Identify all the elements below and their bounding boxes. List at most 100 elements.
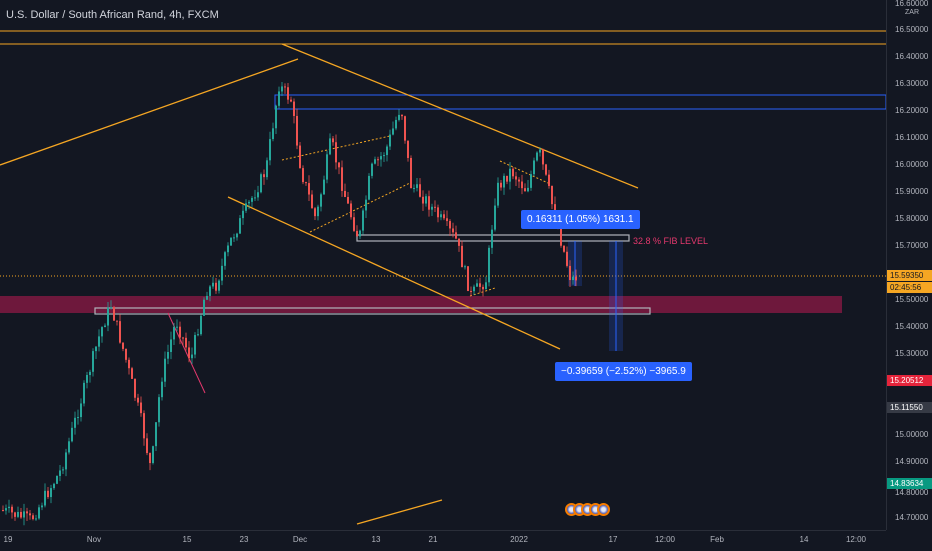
time-tick: Feb <box>710 535 724 544</box>
candle-body <box>524 188 526 192</box>
candle-body <box>92 351 94 372</box>
candle-body <box>446 218 448 222</box>
time-tick: 21 <box>428 535 438 544</box>
candle-body <box>398 114 400 120</box>
candle-body <box>380 156 382 160</box>
time-tick: 13 <box>371 535 381 544</box>
candle-body <box>206 295 208 300</box>
candle-body <box>257 192 259 198</box>
trendline <box>356 499 443 525</box>
candle-body <box>56 475 58 484</box>
candle-body <box>116 320 118 322</box>
candle-body <box>200 315 202 335</box>
candle-body <box>431 206 433 210</box>
candle-body <box>131 368 133 379</box>
candle-body <box>440 214 442 218</box>
candle-body <box>551 185 553 205</box>
candle-body <box>326 154 328 180</box>
candle-body <box>53 483 55 489</box>
chart-area[interactable]: U.S. Dollar / South African Rand, 4h, FX… <box>0 0 887 530</box>
price-axis[interactable]: ZAR 16.60000 16.50000 16.40000 16.30000 … <box>886 0 932 530</box>
price-tick: 14.80000 <box>895 488 929 497</box>
candle-body <box>164 358 166 382</box>
candle-body <box>14 512 16 517</box>
candle-body <box>197 334 199 336</box>
candle-body <box>287 87 289 100</box>
candle-body <box>263 174 265 178</box>
candle-body <box>170 339 172 352</box>
candle-body <box>89 371 91 376</box>
candle-body <box>386 146 388 156</box>
candle-body <box>83 382 85 404</box>
candle-body <box>281 86 283 92</box>
candle-body <box>305 182 307 184</box>
candle-body <box>374 159 376 164</box>
time-axis[interactable]: 19 Nov 15 23 Dec 13 21 2022 17 12:00 Feb… <box>0 530 886 551</box>
candle-body <box>101 327 103 337</box>
candle-body <box>284 86 286 88</box>
candle-body <box>77 417 79 419</box>
candle-body <box>50 488 52 498</box>
time-tick: 19 <box>3 535 13 544</box>
candle-body <box>293 101 295 116</box>
candle-body <box>344 190 346 197</box>
candle-body <box>488 247 490 283</box>
price-tick: 15.70000 <box>895 241 929 250</box>
candle-body <box>269 139 271 161</box>
candle-body <box>260 174 262 193</box>
candle-body <box>509 168 511 182</box>
candle-body <box>437 207 439 218</box>
time-tick: Dec <box>292 535 308 544</box>
candle-body <box>176 326 178 328</box>
candle-body <box>122 342 124 349</box>
candle-body <box>140 402 142 414</box>
candle-body <box>128 359 130 369</box>
candle-body <box>29 513 31 516</box>
resistance-zone <box>274 94 887 110</box>
us-flag-icon[interactable] <box>597 503 610 516</box>
candle-body <box>218 280 220 291</box>
candle-body <box>482 286 484 290</box>
candle-body <box>179 326 181 338</box>
candle-body <box>392 128 394 135</box>
candle-body <box>311 194 313 209</box>
chart-title: U.S. Dollar / South African Rand, 4h, FX… <box>6 9 219 21</box>
candle-body <box>161 381 163 398</box>
candle-body <box>545 164 547 175</box>
candle-body <box>68 441 70 453</box>
candle-body <box>62 469 64 471</box>
candle-body <box>275 105 277 129</box>
candle-body <box>71 427 73 442</box>
time-tick: 12:00 <box>845 535 867 544</box>
candlestick-series <box>2 81 577 526</box>
candle-body <box>572 276 574 281</box>
event-icons[interactable] <box>565 503 610 516</box>
time-tick: 23 <box>239 535 249 544</box>
candle-body <box>449 221 451 229</box>
candle-body <box>347 196 349 204</box>
candle-body <box>20 511 22 518</box>
small-trendline <box>167 312 206 394</box>
chart-canvas[interactable] <box>0 0 887 530</box>
candle-body <box>41 505 43 508</box>
price-badge-green: 14.83634 <box>887 478 932 489</box>
candle-body <box>353 217 355 231</box>
candle-body <box>17 511 19 517</box>
candle-body <box>464 266 466 268</box>
candle-body <box>518 179 520 182</box>
candle-body <box>563 245 565 252</box>
candle-body <box>461 245 463 268</box>
price-tick: 14.90000 <box>895 457 929 466</box>
candle-body <box>80 403 82 418</box>
price-tick: 15.80000 <box>895 214 929 223</box>
candle-body <box>182 337 184 339</box>
candle-body <box>452 228 454 233</box>
candle-body <box>434 206 436 208</box>
candle-body <box>194 335 196 355</box>
candle-body <box>296 115 298 146</box>
candle-body <box>38 507 40 519</box>
candle-body <box>98 336 100 347</box>
candle-body <box>494 205 496 230</box>
candle-body <box>371 163 373 176</box>
candle-body <box>470 290 472 292</box>
